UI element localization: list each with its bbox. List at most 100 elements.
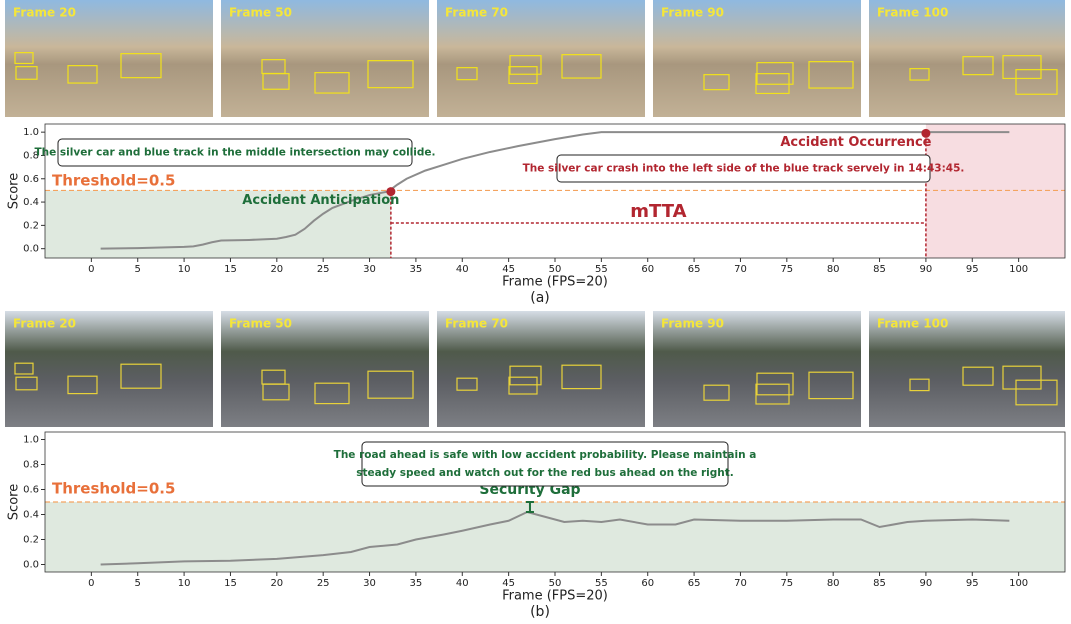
detection-box	[561, 364, 602, 390]
detection-box	[755, 73, 790, 95]
threshold-label: Threshold=0.5	[52, 480, 175, 498]
x-tick-label: 65	[688, 264, 701, 275]
frame-label: Frame 100	[877, 6, 948, 20]
detection-box	[703, 74, 730, 91]
frame-label: Frame 90	[661, 317, 724, 331]
caption: (b)	[530, 604, 550, 620]
detection-box	[561, 54, 602, 79]
detection-box	[262, 73, 290, 90]
x-tick-label: 5	[135, 578, 141, 589]
y-tick-label: 0.2	[23, 535, 39, 546]
x-tick-label: 40	[456, 578, 469, 589]
x-tick-label: 35	[410, 578, 423, 589]
detection-box	[367, 60, 414, 89]
detection-box	[508, 66, 538, 85]
frame-label: Frame 50	[229, 317, 292, 331]
x-tick-label: 70	[734, 578, 747, 589]
x-tick-label: 35	[410, 264, 423, 275]
accident-region	[925, 124, 1065, 258]
detection-box	[508, 376, 538, 395]
detection-box	[14, 52, 34, 65]
note-box	[556, 154, 931, 183]
y-tick-label: 0.8	[23, 150, 39, 161]
note-box	[361, 441, 729, 487]
detection-box	[15, 66, 38, 80]
x-tick-label: 0	[88, 578, 94, 589]
x-tick-label: 0	[88, 264, 94, 275]
detection-box	[262, 383, 290, 401]
x-tick-label: 65	[688, 578, 701, 589]
x-tick-label: 75	[780, 264, 793, 275]
x-axis-label: Frame (FPS=20)	[502, 589, 608, 604]
detection-box	[314, 382, 350, 405]
x-tick-label: 15	[224, 264, 237, 275]
x-tick-label: 20	[270, 264, 283, 275]
x-axis-label: Frame (FPS=20)	[502, 275, 608, 290]
detection-box	[1015, 69, 1058, 95]
mtta-label: mTTA	[630, 201, 686, 222]
x-tick-label: 10	[178, 578, 191, 589]
y-tick-label: 0.0	[23, 244, 39, 255]
y-tick-label: 1.0	[23, 435, 39, 446]
x-tick-label: 50	[549, 578, 562, 589]
note-text: steady speed and watch out for the red b…	[356, 467, 734, 479]
detection-box	[120, 53, 162, 79]
x-tick-label: 45	[502, 264, 515, 275]
x-tick-label: 60	[641, 578, 654, 589]
detection-box	[67, 375, 98, 395]
safe-region	[45, 190, 391, 258]
x-tick-label: 95	[966, 264, 979, 275]
frame-label: Frame 50	[229, 6, 292, 20]
x-tick-label: 85	[873, 264, 886, 275]
x-tick-label: 50	[549, 264, 562, 275]
x-tick-label: 55	[595, 264, 608, 275]
frame-image	[5, 311, 213, 427]
detection-box	[909, 68, 930, 81]
detection-box	[509, 365, 542, 386]
detection-box	[509, 55, 542, 75]
detection-box	[120, 363, 162, 389]
x-tick-label: 70	[734, 264, 747, 275]
y-tick-label: 0.4	[23, 510, 39, 521]
detection-box	[67, 65, 98, 84]
frame-image	[221, 311, 429, 427]
y-tick-label: 0.0	[23, 560, 39, 571]
detection-box	[1002, 55, 1042, 80]
x-tick-label: 60	[641, 264, 654, 275]
x-tick-label: 75	[780, 578, 793, 589]
x-tick-label: 30	[363, 264, 376, 275]
detection-box	[808, 61, 854, 89]
note-text: The silver car and blue track in the mid…	[34, 147, 435, 159]
y-tick-label: 0.6	[23, 174, 39, 185]
detection-box	[14, 362, 34, 375]
x-tick-label: 90	[920, 578, 933, 589]
x-tick-label: 45	[502, 578, 515, 589]
y-tick-label: 0.6	[23, 485, 39, 496]
x-tick-label: 85	[873, 578, 886, 589]
x-tick-label: 80	[827, 264, 840, 275]
y-tick-label: 0.8	[23, 460, 39, 471]
threshold-label: Threshold=0.5	[52, 172, 175, 190]
x-tick-label: 100	[1009, 578, 1028, 589]
frame-label: Frame 20	[13, 317, 76, 331]
y-tick-label: 1.0	[23, 127, 39, 138]
y-axis-label: Score	[7, 173, 22, 209]
detection-box	[808, 371, 854, 400]
detection-box	[755, 383, 790, 405]
x-tick-label: 10	[178, 264, 191, 275]
detection-box	[962, 366, 994, 386]
x-tick-label: 90	[920, 264, 933, 275]
detection-box	[314, 72, 350, 94]
frame-label: Frame 100	[877, 317, 948, 331]
detection-box	[756, 372, 794, 396]
x-tick-label: 25	[317, 578, 330, 589]
x-tick-label: 20	[270, 578, 283, 589]
frame-image	[869, 311, 1065, 427]
detection-box	[456, 377, 478, 391]
detection-box	[456, 67, 478, 81]
note-text: The silver car crash into the left side …	[523, 163, 965, 175]
detection-box	[962, 56, 994, 76]
frame-label: Frame 90	[661, 6, 724, 20]
frame-image	[869, 0, 1065, 117]
